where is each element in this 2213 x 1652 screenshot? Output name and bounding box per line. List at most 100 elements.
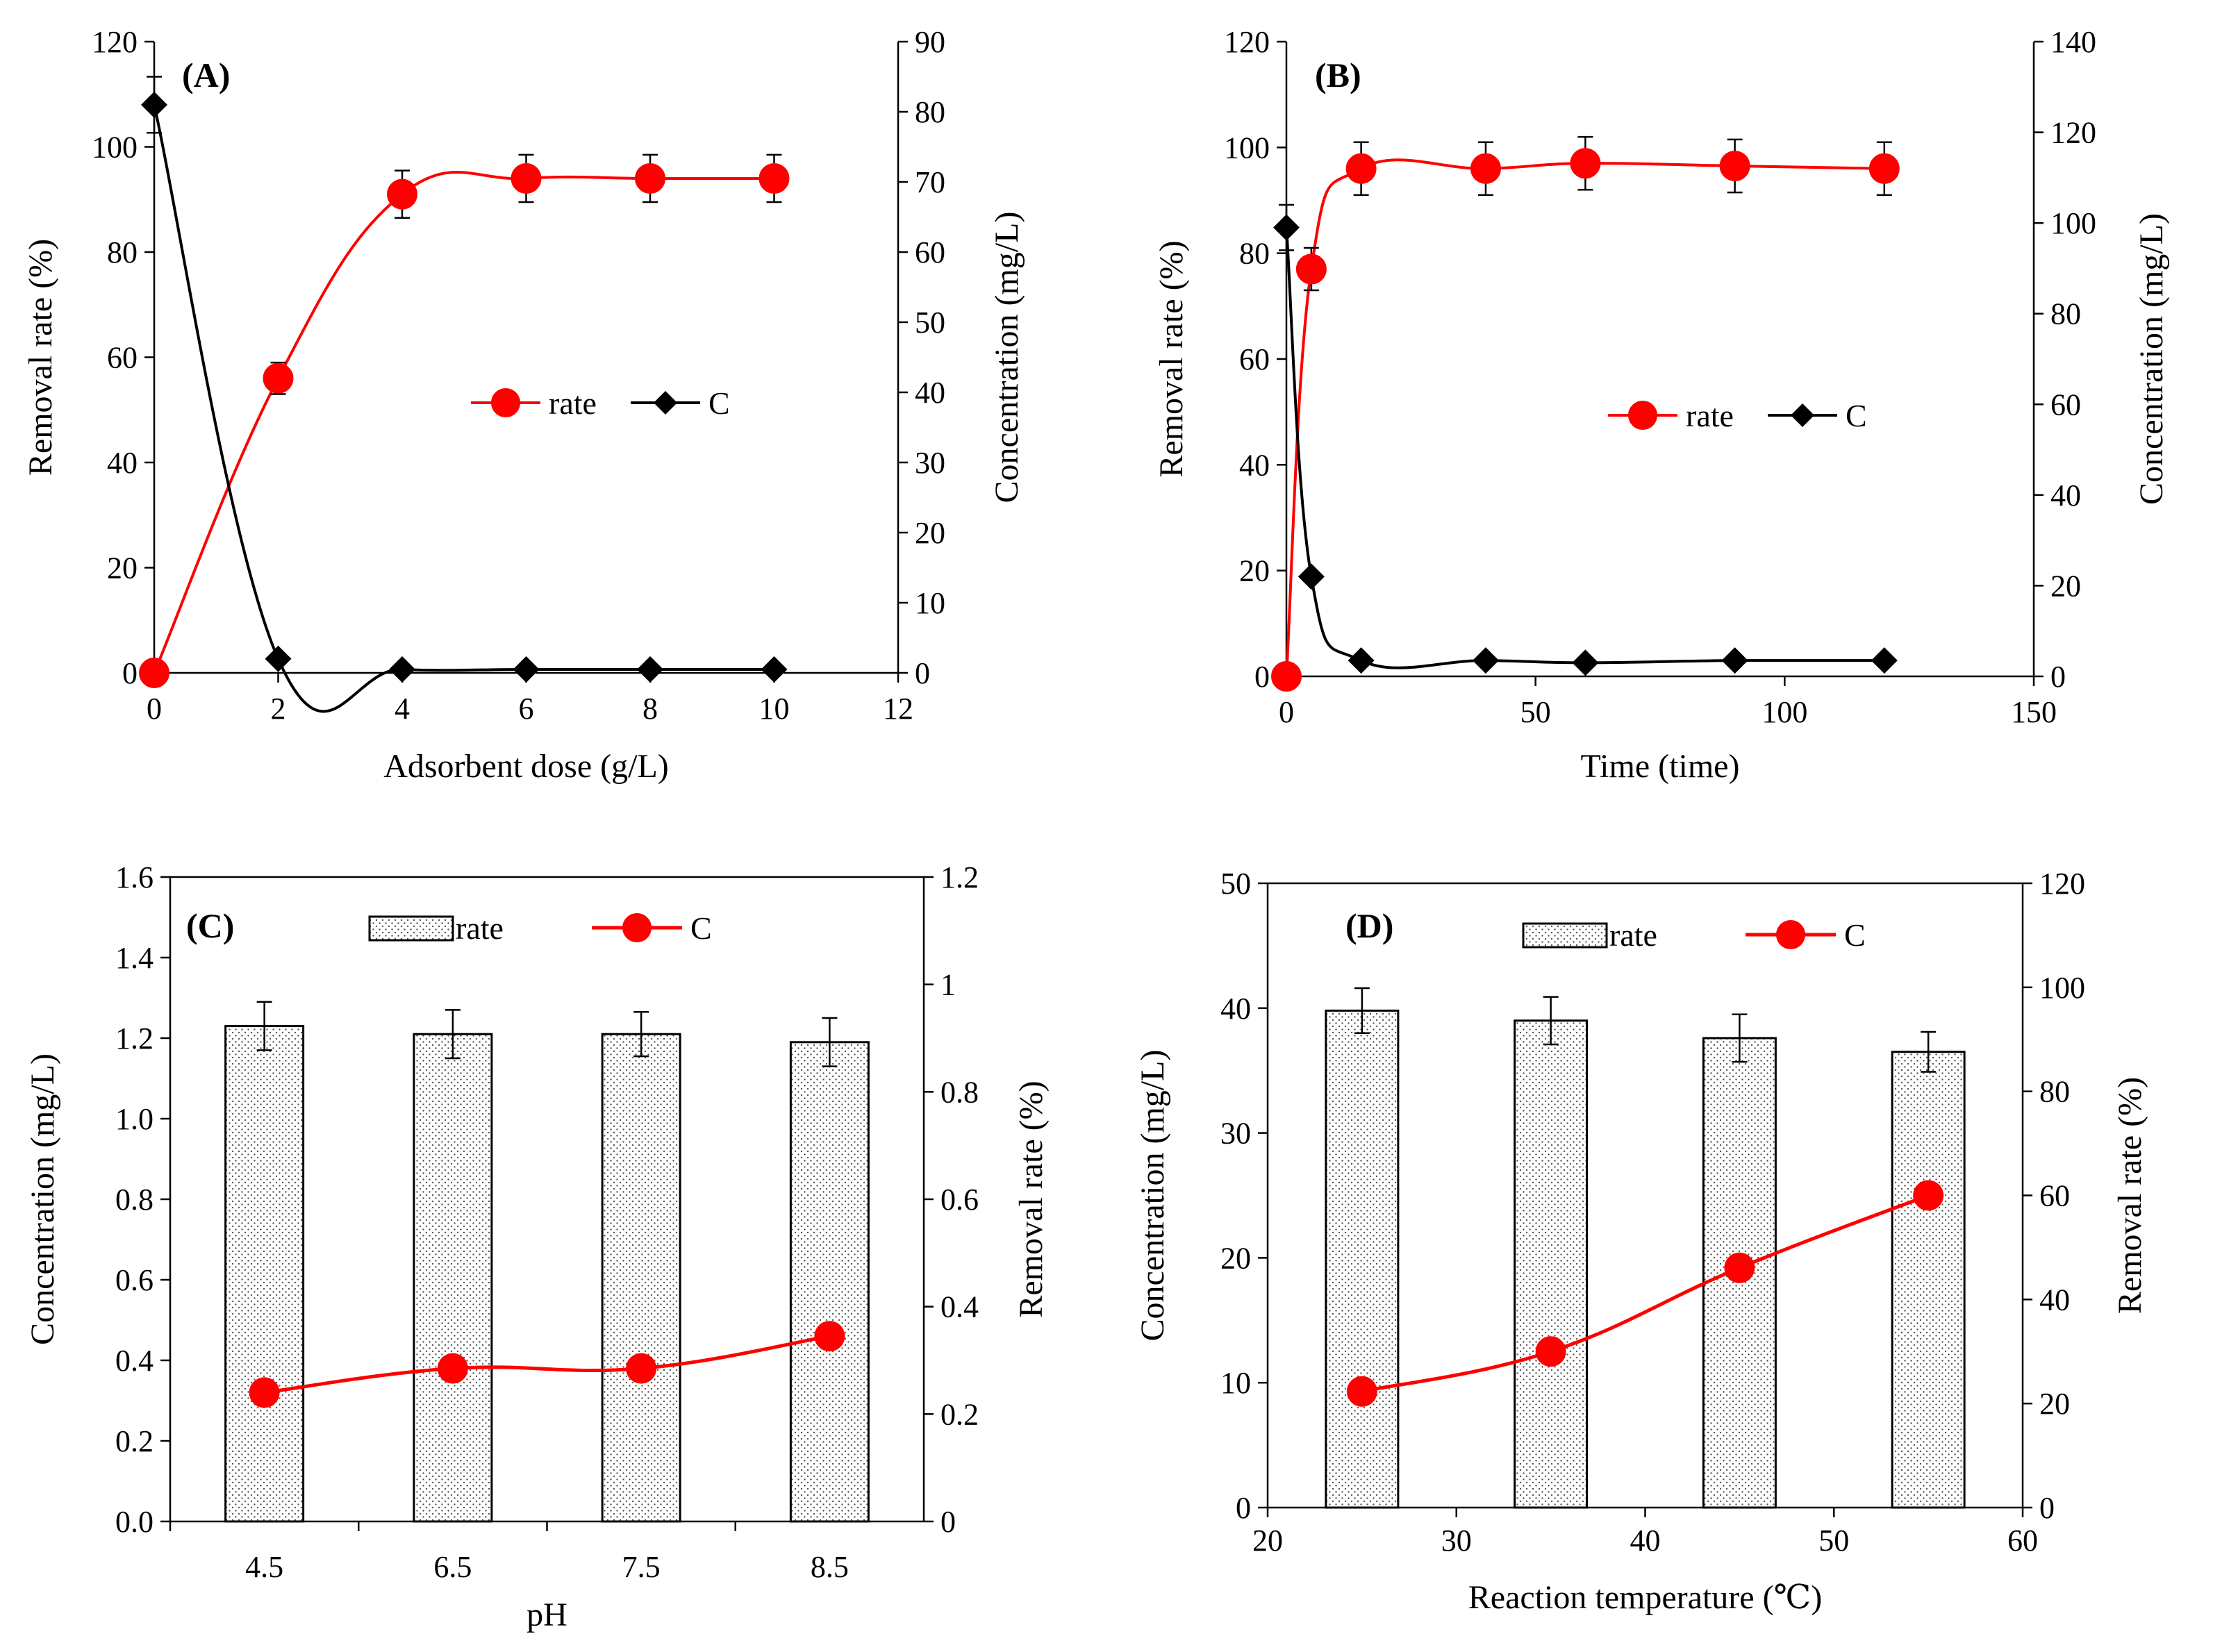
left-y-tick-label: 0.0 [115, 1505, 154, 1539]
x-tick-label: 0 [147, 692, 162, 726]
right-y-tick-label: 1.2 [940, 860, 979, 894]
right-y-tick-label: 60 [2050, 387, 2081, 422]
rate-bar [1325, 1009, 1400, 1509]
rate-data-point [387, 178, 417, 210]
rate-data-point [263, 362, 294, 394]
C-data-point [1721, 647, 1748, 674]
right-y-tick-label: 0 [915, 656, 930, 690]
left-y-tick-label: 40 [1239, 448, 1270, 482]
right-y-tick-label: 20 [2039, 1387, 2070, 1421]
left-y-tick-label: 20 [1239, 554, 1270, 588]
right-y-tick-label: 0.6 [940, 1183, 979, 1217]
right-y-tick-label: 1 [940, 968, 956, 1002]
c-data-point [249, 1377, 280, 1408]
x-tick-label: 50 [1520, 695, 1551, 729]
legend-rate-label: rate [1686, 398, 1734, 433]
left-y-tick-label: 80 [107, 235, 138, 269]
right-y-tick-label: 40 [2039, 1283, 2070, 1317]
left-y-tick-label: 0.2 [115, 1424, 154, 1458]
rate-series-line [153, 171, 774, 674]
rate-bar [601, 1033, 681, 1523]
right-y-tick-label: 100 [2050, 206, 2096, 240]
x-axis-label: Time (time) [1581, 748, 1740, 785]
right-y-axis-label: Removal rate (%) [1013, 1081, 1050, 1317]
x-tick-label: 0 [1279, 695, 1294, 729]
rate-data-point [1570, 148, 1601, 179]
right-y-tick-label: 0.2 [940, 1397, 979, 1431]
rate-data-point [1271, 661, 1302, 692]
C-data-point [1472, 647, 1499, 674]
left-y-axis-label: Removal rate (%) [1153, 240, 1190, 477]
right-y-tick-label: 120 [2050, 116, 2096, 150]
x-tick-label: 8 [643, 692, 658, 726]
right-y-tick-label: 90 [915, 25, 945, 59]
legend-rate-swatch [1522, 922, 1608, 949]
C-series-line [1285, 227, 1884, 669]
panel-a-chart: 0204060801001200102030405060708090Remova… [22, 25, 1025, 785]
rate-bar [1514, 1019, 1589, 1509]
left-y-tick-label: 1.0 [115, 1102, 154, 1136]
left-y-tick-label: 30 [1220, 1117, 1251, 1151]
right-y-tick-label: 80 [2050, 297, 2081, 331]
rate-data-point [1868, 153, 1900, 184]
right-y-tick-label: 70 [915, 165, 945, 199]
right-y-axis-label: Concentration (mg/L) [2133, 213, 2170, 505]
C-series-line [153, 104, 774, 713]
x-tick-label: 6 [519, 692, 534, 726]
legend-rate-label: rate [1609, 917, 1657, 953]
panel-c-chart: 0.0 0.2 0.4 0.6 0.8 1.0 1.2 1.4 1.6 0 0.2 0.4 0.6 0.8… [24, 860, 1050, 1633]
x-tick-label: 10 [759, 692, 790, 726]
left-y-axis-label: Concentration (mg/L) [1134, 1050, 1171, 1342]
panel-letter: (B) [1315, 56, 1361, 94]
legend-rate-swatch [368, 915, 454, 942]
x-tick-label: 6.5 [433, 1550, 472, 1584]
x-tick-label: 2 [271, 692, 286, 726]
plot-frame [154, 42, 898, 673]
left-y-tick-label: 1.2 [115, 1021, 154, 1056]
C-data-point [1572, 649, 1599, 676]
right-y-tick-label: 100 [2039, 971, 2085, 1005]
c-series-line [1361, 1194, 1930, 1394]
legend-c-marker [622, 913, 652, 942]
c-data-point [437, 1353, 468, 1384]
C-data-point [761, 656, 788, 683]
right-y-tick-label: 140 [2050, 25, 2096, 59]
x-tick-label: 4 [395, 692, 410, 726]
rate-data-point [1719, 150, 1750, 181]
right-y-tick-label: 0 [940, 1505, 956, 1539]
panel-letter: (D) [1345, 906, 1393, 945]
right-y-tick-label: 50 [915, 306, 945, 340]
right-y-tick-label: 60 [915, 235, 945, 269]
legend-c-marker [654, 391, 677, 415]
x-axis-label: Reaction temperature (℃) [1468, 1579, 1822, 1616]
c-data-point [626, 1353, 657, 1384]
right-y-axis-label: Removal rate (%) [2112, 1077, 2148, 1314]
left-y-tick-label: 50 [1220, 867, 1251, 901]
right-y-tick-label: 40 [2050, 478, 2081, 512]
right-y-tick-label: 0.8 [940, 1075, 979, 1109]
rate-data-point [511, 162, 542, 194]
panel-letter: (A) [182, 56, 230, 94]
panel-letter: (C) [186, 906, 234, 945]
left-y-tick-label: 100 [1224, 131, 1270, 165]
right-y-tick-label: 80 [2039, 1075, 2070, 1109]
left-y-tick-label: 0.4 [115, 1344, 154, 1378]
rate-data-point [635, 162, 665, 194]
right-y-axis-label: Concentration (mg/L) [988, 212, 1025, 503]
right-y-tick-label: 60 [2039, 1179, 2070, 1213]
x-tick-label: 30 [1441, 1524, 1472, 1558]
x-tick-label: 100 [1762, 695, 1807, 729]
left-y-tick-label: 0.6 [115, 1263, 154, 1297]
left-y-tick-label: 20 [107, 551, 138, 585]
C-data-point [513, 656, 540, 683]
left-y-tick-label: 40 [107, 446, 138, 480]
rate-data-point [1345, 153, 1377, 184]
left-y-tick-label: 0 [1254, 660, 1270, 694]
left-y-tick-label: 40 [1220, 992, 1251, 1026]
left-y-axis-label: Concentration (mg/L) [24, 1053, 61, 1345]
x-axis-label: pH [527, 1596, 567, 1633]
C-data-point [389, 656, 415, 683]
rate-bar [789, 1041, 870, 1523]
legend-rate-marker [1628, 401, 1657, 430]
